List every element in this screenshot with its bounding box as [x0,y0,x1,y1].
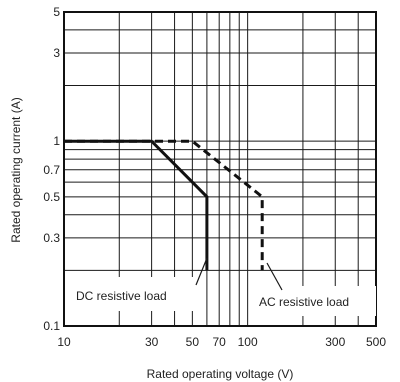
y-tick-label: 3 [53,46,60,60]
x-tick-label: 30 [145,335,159,349]
y-axis-title: Rated operating current (A) [9,97,23,242]
ac-series-line [64,139,264,271]
x-axis-title: Rated operating voltage (V) [147,367,294,381]
x-tick-label: 70 [213,335,227,349]
ac-label-box [253,286,376,316]
y-tick-label: 1 [53,134,60,148]
ac-series-label: AC resistive load [259,295,349,309]
tick-layer: 10 30 50 70 100 300 500 0.1 0.3 0.5 0.7 1 3 5 [43,5,386,349]
x-tick-label: 100 [238,335,258,349]
dc-series-label: DC resistive load [76,289,167,303]
series-layer [64,139,264,271]
x-tick-label: 500 [366,335,386,349]
x-tick-label: 50 [186,335,200,349]
grid-layer [64,12,376,326]
x-tick-label: 10 [57,335,71,349]
y-tick-label: 0.1 [43,319,60,333]
dc-leader-line [195,257,208,286]
dc-series-line [64,139,209,271]
dc-label-box [66,277,196,311]
y-tick-label: 5 [53,5,60,19]
y-tick-label: 0.7 [43,163,60,177]
y-tick-label: 0.5 [43,190,60,204]
ac-leader-line [266,262,283,291]
y-tick-label: 0.3 [43,231,60,245]
plot-frame [63,11,377,327]
x-tick-label: 300 [325,335,345,349]
